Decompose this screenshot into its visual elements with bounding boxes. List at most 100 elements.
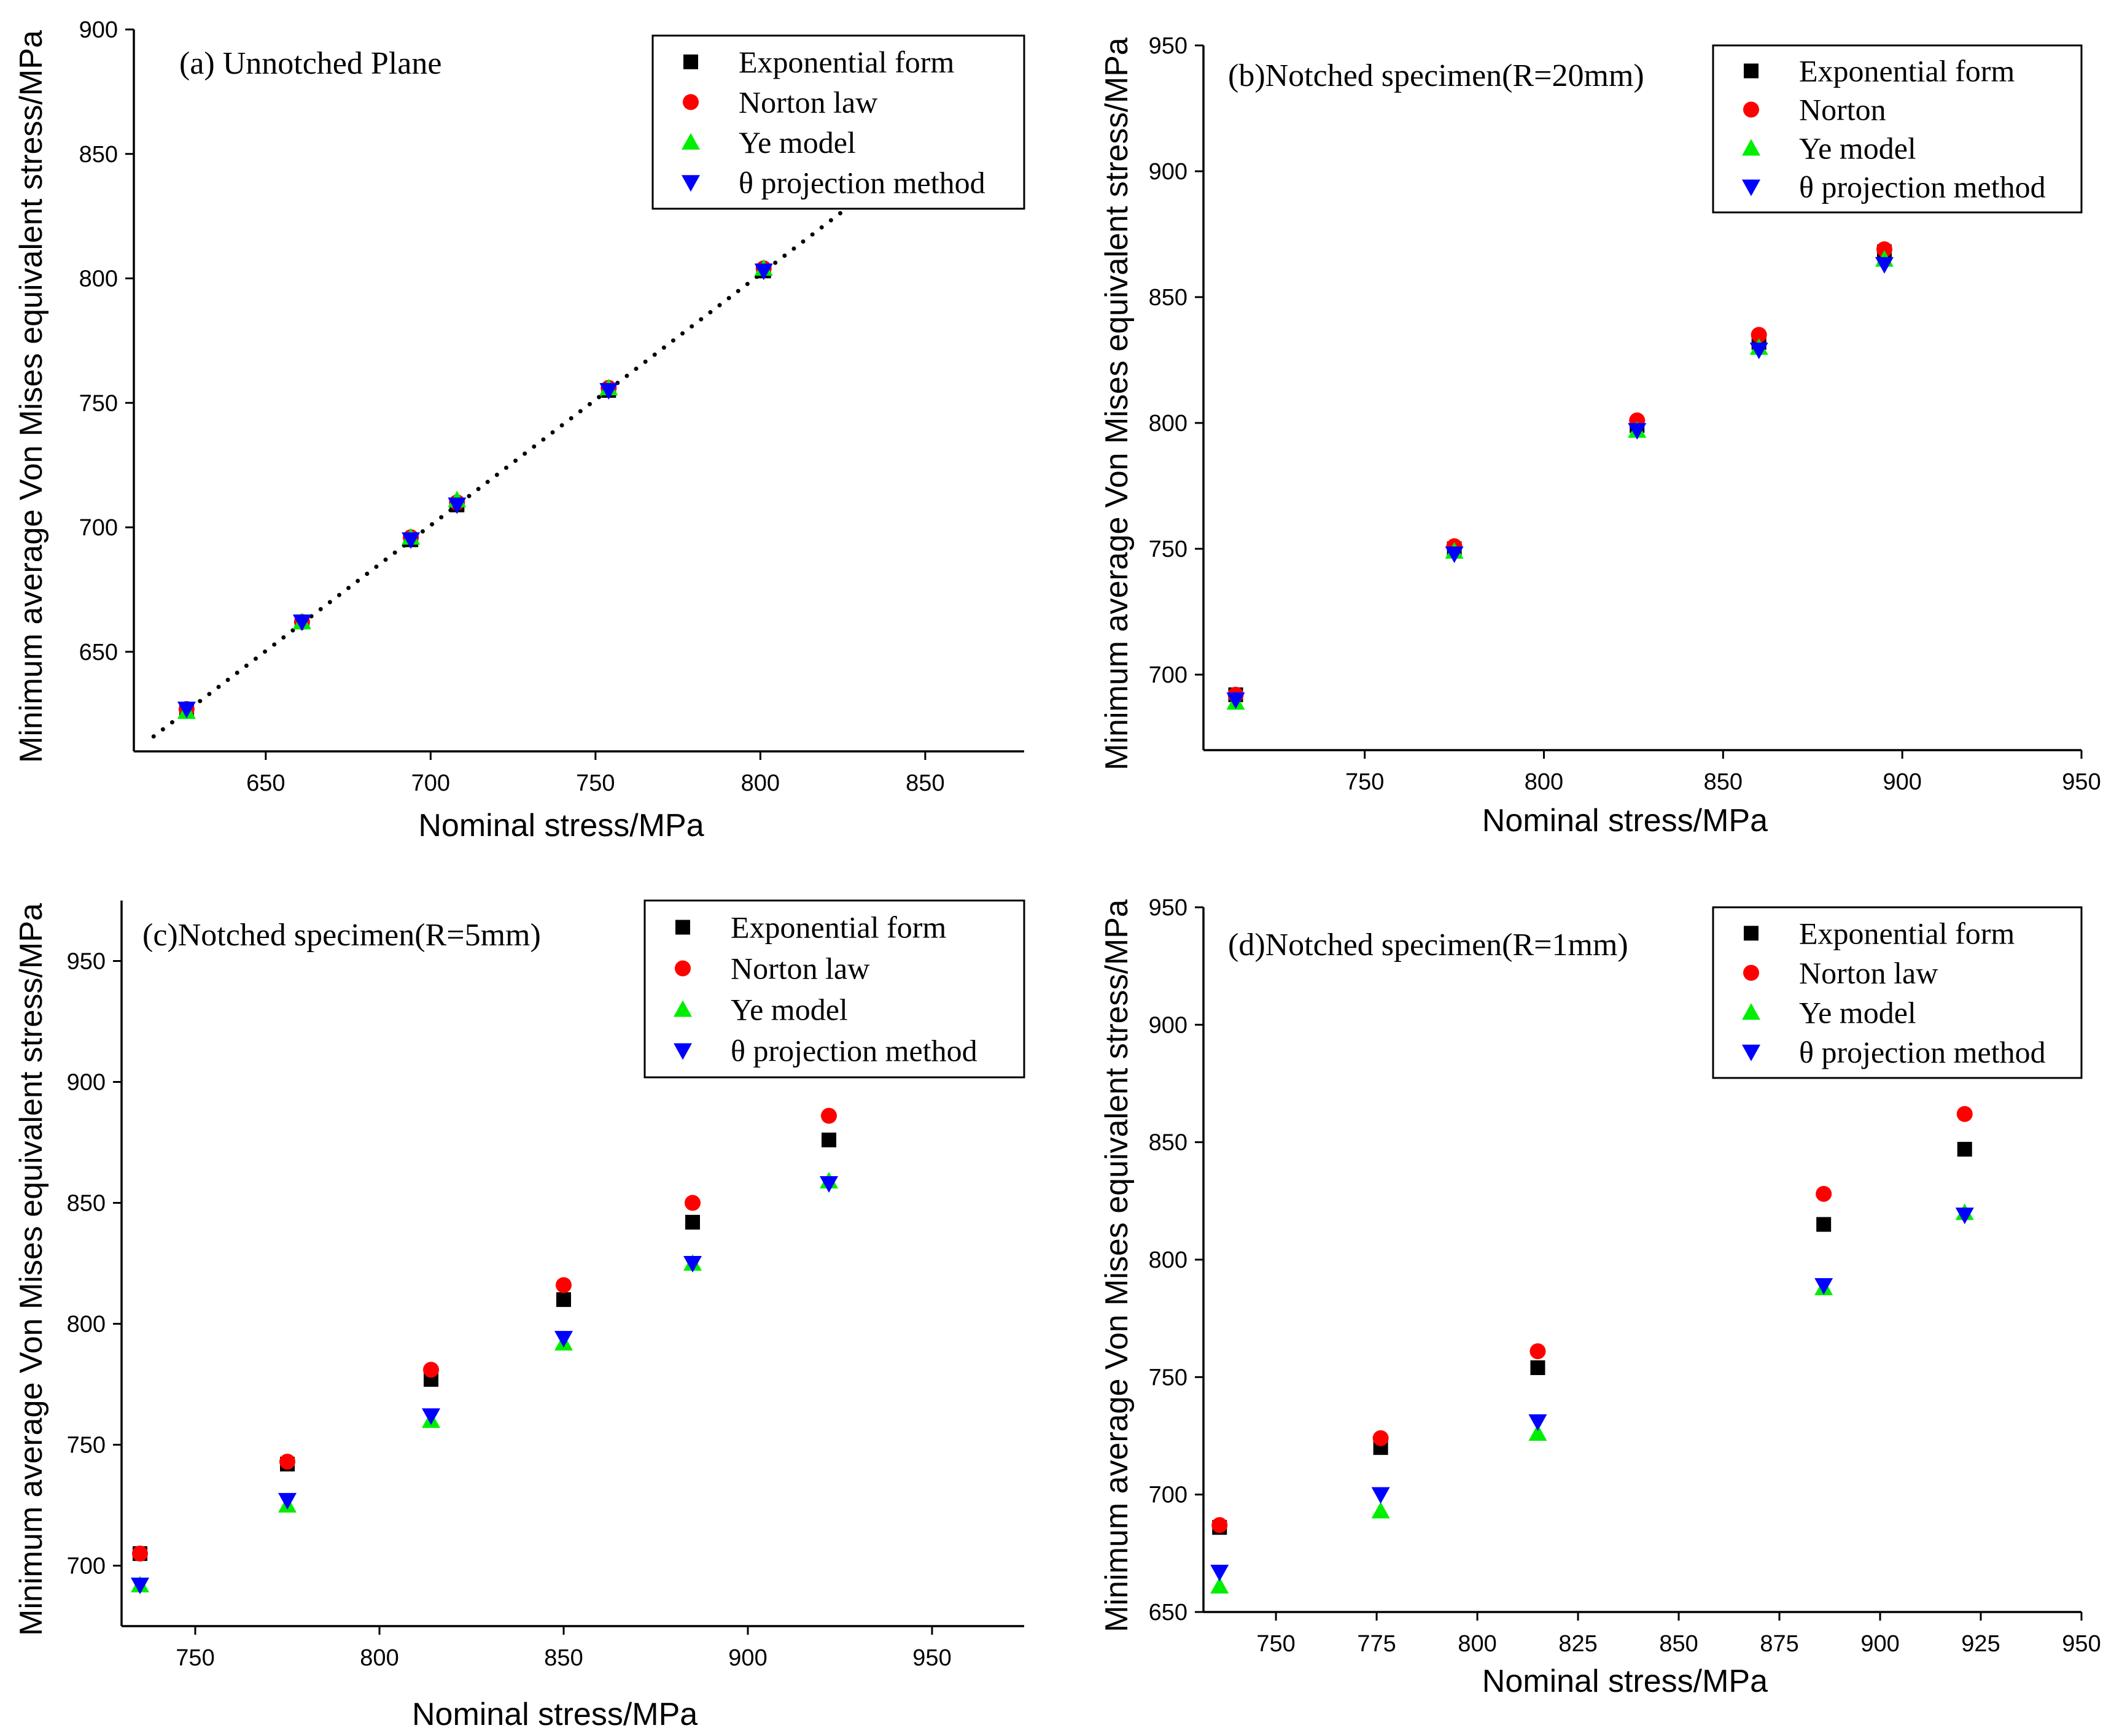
data-point-ye	[1371, 1502, 1390, 1519]
x-axis-title: Nominal stress/MPa	[418, 808, 704, 843]
data-point-theta	[422, 1408, 440, 1425]
legend-marker-norton	[675, 960, 691, 977]
x-tick-label: 950	[912, 1645, 951, 1671]
data-point-norton	[132, 1545, 148, 1562]
x-tick-label: 750	[576, 770, 615, 796]
data-point-theta	[1445, 546, 1464, 564]
data-point-exponential	[556, 1292, 571, 1308]
data-point-theta	[554, 1331, 573, 1348]
panel-title: (c)Notched specimen(R=5mm)	[142, 918, 541, 953]
legend-label: Ye model	[1799, 131, 1916, 166]
y-tick-label: 800	[67, 1312, 106, 1338]
x-tick-label: 900	[728, 1645, 767, 1671]
legend-marker-theta	[1742, 179, 1760, 196]
legend-marker-norton	[1743, 964, 1759, 981]
x-axis-title: Nominal stress/MPa	[1482, 803, 1768, 839]
data-point-theta	[1226, 692, 1245, 709]
data-point-norton	[1751, 327, 1767, 343]
y-axis-title: Minimum average Von Mises equivalent str…	[14, 30, 49, 763]
data-point-theta	[1210, 1564, 1229, 1581]
legend-label: Norton	[1799, 93, 1886, 127]
data-point-theta	[1371, 1487, 1390, 1504]
data-point-theta	[1528, 1414, 1547, 1432]
x-tick-label: 850	[1659, 1631, 1698, 1657]
legend-label: Ye model	[1799, 995, 1916, 1029]
y-tick-label: 650	[79, 640, 118, 665]
y-tick-label: 800	[1149, 1247, 1187, 1273]
y-tick-label: 850	[1149, 1130, 1187, 1156]
data-point-exponential	[685, 1215, 700, 1230]
panel-title: (a) Unnotched Plane	[179, 46, 441, 81]
data-point-ye	[1210, 1576, 1229, 1594]
data-point-theta	[131, 1578, 149, 1595]
data-point-norton	[685, 1195, 701, 1211]
x-tick-label: 750	[176, 1645, 214, 1671]
data-point-norton	[423, 1362, 439, 1378]
x-tick-label: 800	[1458, 1631, 1496, 1657]
y-tick-label: 750	[1149, 537, 1187, 562]
data-point-norton	[1529, 1343, 1546, 1360]
data-point-theta	[1628, 423, 1647, 440]
legend-box	[1712, 906, 2083, 1079]
data-point-exponential	[1530, 1360, 1545, 1376]
x-tick-label: 950	[2062, 769, 2101, 795]
y-tick-label: 750	[1149, 1365, 1187, 1390]
data-point-theta	[1875, 257, 1894, 274]
x-tick-label: 900	[1883, 769, 1921, 795]
legend-marker-theta	[1742, 1044, 1760, 1061]
legend-marker-theta	[682, 175, 700, 192]
x-axis-title: Nominal stress/MPa	[1482, 1664, 1768, 1699]
y-tick-label: 950	[67, 949, 106, 975]
y-tick-label: 750	[79, 390, 118, 416]
legend-marker-ye	[1742, 1003, 1760, 1020]
legend-label: Exponential form	[1799, 54, 2015, 88]
data-point-theta	[1955, 1207, 1974, 1225]
data-point-norton	[821, 1107, 837, 1124]
legend-label: Norton law	[731, 951, 869, 986]
x-tick-label: 850	[544, 1645, 583, 1671]
data-point-theta	[402, 532, 421, 549]
x-tick-label: 875	[1760, 1631, 1798, 1657]
legend-marker-theta	[674, 1043, 692, 1060]
y-tick-label: 850	[79, 142, 118, 168]
legend-marker-exponential	[1744, 926, 1759, 941]
legend-label: Exponential form	[731, 910, 946, 945]
data-point-norton	[1956, 1106, 1973, 1122]
trend-line	[151, 196, 861, 739]
y-tick-label: 750	[67, 1433, 106, 1459]
data-point-norton	[556, 1277, 572, 1293]
chart-panel-2: 750 800 850 900 950 700 750 800 850 900 950 Nominal…	[1099, 33, 2101, 839]
data-point-theta	[292, 614, 311, 632]
legend-box	[1712, 44, 2083, 214]
legend-marker-ye	[674, 1000, 692, 1017]
x-tick-label: 700	[411, 770, 450, 796]
panel-title: (b)Notched specimen(R=20mm)	[1228, 58, 1644, 93]
y-tick-label: 700	[1149, 1482, 1187, 1508]
data-point-norton	[1816, 1185, 1832, 1202]
data-point-norton	[1876, 241, 1892, 258]
data-point-norton	[1211, 1517, 1228, 1533]
y-tick-label: 900	[79, 17, 118, 43]
legend-marker-exponential	[1744, 63, 1759, 79]
legend-label: θ projection method	[739, 165, 985, 200]
legend-label: Exponential form	[739, 45, 954, 79]
x-tick-label: 950	[2062, 1631, 2101, 1657]
legend-marker-norton	[1743, 101, 1759, 118]
legend-label: θ projection method	[731, 1034, 977, 1068]
data-point-norton	[1372, 1430, 1389, 1446]
chart-panel-3: 750 800 850 900 950 700 750 800 850 900 950 Nominal…	[14, 899, 1025, 1732]
y-tick-label: 800	[1149, 411, 1187, 436]
legend-label: Exponential form	[1799, 916, 2015, 950]
legend-label: θ projection method	[1799, 170, 2046, 204]
data-point-theta	[1749, 343, 1768, 360]
x-tick-label: 775	[1357, 1631, 1396, 1657]
data-point-theta	[599, 383, 618, 400]
y-axis-title: Minimum average Von Mises equivalent str…	[1099, 37, 1135, 770]
data-point-exponential	[1816, 1217, 1832, 1232]
data-point-exponential	[822, 1133, 836, 1148]
legend-label: θ projection method	[1799, 1035, 2046, 1069]
x-tick-label: 800	[360, 1645, 398, 1671]
legend-marker-ye	[1742, 139, 1760, 156]
y-tick-label: 700	[67, 1554, 106, 1579]
